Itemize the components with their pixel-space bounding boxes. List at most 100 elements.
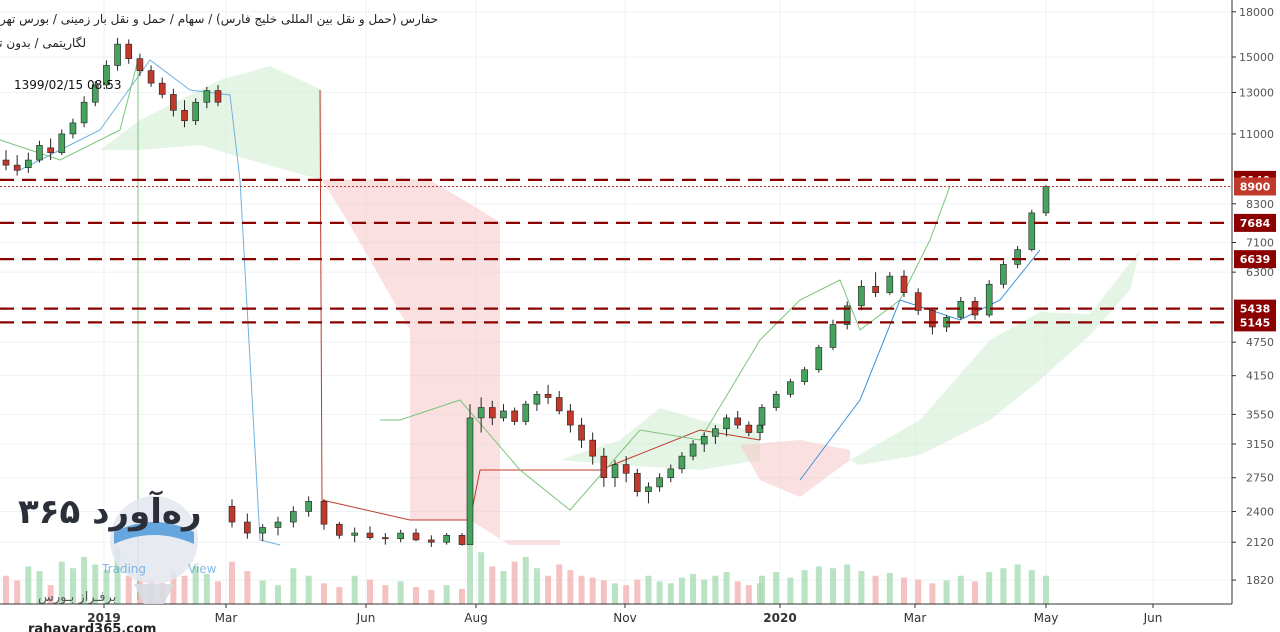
candle-body	[622, 464, 630, 474]
volume-bar	[428, 589, 435, 604]
candle	[872, 272, 879, 297]
candle-body	[214, 90, 222, 103]
candle	[700, 432, 708, 453]
volume-bar	[734, 581, 741, 604]
candle	[158, 77, 166, 99]
candle-body	[578, 424, 585, 441]
volume-bar	[723, 572, 730, 604]
volume-bar	[1043, 575, 1049, 604]
candle	[336, 522, 343, 539]
candle	[428, 535, 435, 547]
candle-body	[181, 109, 188, 122]
candle	[477, 397, 485, 433]
candle-body	[815, 347, 823, 371]
candle	[13, 155, 21, 176]
volume-bar	[36, 571, 43, 604]
volume-bar	[901, 577, 907, 604]
candle	[147, 65, 155, 87]
candle	[397, 529, 404, 543]
candle-body	[758, 407, 766, 426]
candle	[58, 129, 66, 156]
volume-bar	[25, 566, 32, 604]
volume-bar	[858, 571, 865, 604]
watermark-url: rahavard365.com	[28, 622, 157, 632]
candle-body	[290, 511, 297, 523]
candle	[244, 513, 251, 539]
candle-body	[1028, 212, 1036, 250]
candle-body	[259, 527, 266, 534]
candle-body	[900, 275, 908, 293]
candle	[170, 88, 177, 117]
candle-body	[511, 410, 518, 422]
y-tick-label: 1820	[1246, 574, 1274, 587]
volume-bar	[1000, 568, 1007, 604]
volume-bar	[351, 575, 358, 604]
candle	[900, 270, 908, 297]
candle-body	[228, 506, 236, 523]
candle	[544, 384, 552, 405]
balloon-icon	[110, 496, 198, 604]
volume-bar	[712, 575, 719, 604]
candle	[1000, 260, 1007, 289]
candle-body	[147, 70, 155, 84]
volume-bar	[612, 583, 618, 604]
watermark: ره‌آورد ۳۶۵ Trading View برفـراز بـورس r…	[8, 492, 228, 632]
volume-bar	[957, 575, 964, 604]
y-tick-label: 18000	[1239, 6, 1274, 19]
y-tick-label: 4750	[1246, 336, 1274, 349]
candle	[943, 315, 950, 332]
volume-bar	[759, 575, 765, 604]
candle-body	[858, 286, 865, 307]
cloud-bull	[100, 66, 322, 180]
candle-body	[787, 381, 794, 395]
candle	[787, 378, 794, 398]
y-tick-label: 5145	[1240, 316, 1271, 329]
candle-body	[366, 532, 374, 538]
volume-bar	[886, 572, 893, 604]
timestamp: 1399/02/15 08:53	[14, 78, 122, 92]
candle-body	[843, 305, 851, 325]
candle-body	[382, 537, 389, 540]
candle	[69, 118, 77, 139]
volume-bar	[556, 564, 563, 604]
candle	[500, 404, 507, 422]
candle	[678, 452, 686, 474]
volume-bar	[678, 577, 685, 604]
volume-bar	[1028, 570, 1035, 604]
candle-body	[678, 455, 686, 470]
candle-body	[114, 43, 121, 66]
candle	[181, 100, 188, 128]
x-tick-label: Aug	[464, 611, 487, 625]
candle-body	[36, 145, 43, 161]
candle-body	[47, 147, 54, 153]
candle-body	[1014, 249, 1021, 265]
y-tick-label: 3150	[1246, 438, 1274, 451]
candle	[366, 526, 374, 540]
support-resistance-lines	[0, 178, 1231, 324]
tenkan-line	[19, 59, 281, 546]
volume-bar	[305, 575, 312, 604]
candle	[858, 280, 865, 311]
candle-body	[458, 535, 466, 545]
volume-bar	[667, 583, 674, 604]
candle-body	[600, 455, 608, 479]
volume-bar	[634, 579, 641, 604]
x-tick-label: Jun	[1143, 611, 1163, 625]
volume-bar	[467, 524, 473, 604]
y-tick-label: 8900	[1240, 180, 1271, 193]
candle	[305, 496, 312, 517]
candle-body	[567, 410, 574, 426]
y-tick-label: 3550	[1246, 408, 1274, 421]
y-tick-label: 2120	[1246, 536, 1274, 549]
y-tick-label: 13000	[1239, 86, 1274, 99]
watermark-subtitle: برفـراز بـورس	[38, 590, 117, 605]
volume-bar	[275, 585, 281, 604]
candle	[443, 533, 450, 545]
candle	[555, 391, 563, 415]
candle-body	[103, 65, 110, 86]
candle-body	[522, 403, 530, 422]
kijun-line	[319, 89, 761, 521]
volume-bar	[114, 547, 121, 604]
